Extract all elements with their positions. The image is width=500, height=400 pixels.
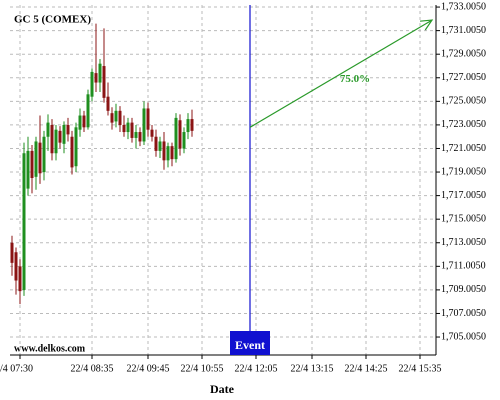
y-tick-label: 1,725.0050 [441, 96, 486, 107]
candle-body [146, 108, 150, 130]
candle-body [74, 127, 78, 167]
candle-body [22, 153, 26, 290]
projection-arrow [249, 19, 433, 128]
y-tick-label: 1,713.0050 [441, 237, 486, 248]
candle-body [118, 110, 122, 125]
y-tick-label: 1,729.0050 [441, 48, 486, 59]
candle-body [190, 119, 194, 131]
candle-body [58, 130, 62, 143]
candle-body [82, 115, 86, 128]
candle-body [38, 142, 42, 174]
x-tick-label: 22/4 12:05 [234, 363, 277, 374]
candle-body [158, 141, 162, 151]
candle-body [134, 132, 138, 138]
candle-body [78, 115, 82, 130]
x-tick-label: 22/4 08:35 [70, 363, 113, 374]
candle-body [166, 146, 170, 161]
plot-area [10, 5, 436, 355]
candle-body [162, 141, 166, 161]
y-tick-label: 1,731.0050 [441, 25, 486, 36]
candle-body [178, 120, 182, 149]
candle-body [110, 113, 114, 123]
x-tick-label: 22/4 15:35 [398, 363, 441, 374]
arrow-head [419, 19, 434, 31]
candle-body [34, 141, 38, 177]
candle-body [10, 242, 14, 263]
chart-title: GC 5 (COMEX) [14, 14, 91, 26]
y-tick-label: 1,723.0050 [441, 119, 486, 130]
y-tick-label: 1,721.0050 [441, 143, 486, 154]
candle-body [42, 136, 46, 173]
candle-body [174, 117, 178, 160]
candle-body [66, 124, 70, 135]
x-tick-label: /4 07:30 [0, 363, 33, 374]
candle-body [26, 150, 30, 189]
candle-body [114, 110, 118, 122]
candle-body [86, 94, 90, 128]
candle-body [154, 136, 158, 151]
candle-body [98, 63, 102, 83]
candle-body [150, 129, 154, 137]
x-tick-label: 22/4 13:15 [290, 363, 333, 374]
x-axis-title: Date [210, 382, 235, 396]
candle-body [138, 132, 142, 142]
y-tick-label: 1,727.0050 [441, 72, 486, 83]
y-tick-label: 1,733.0050 [441, 1, 486, 12]
candle-body [122, 124, 126, 133]
x-tick-label: 22/4 14:25 [344, 363, 387, 374]
candle-body [54, 129, 58, 154]
candle-body [126, 122, 130, 133]
projection-label: 75.0% [340, 73, 370, 85]
y-tick-label: 1,707.0050 [441, 308, 486, 319]
y-tick-label: 1,711.0050 [441, 261, 486, 272]
y-tick-label: 1,715.0050 [441, 213, 486, 224]
candle-body [70, 136, 74, 168]
candle-body [30, 150, 34, 178]
candle-body [18, 266, 22, 292]
event-label: Event [235, 338, 265, 352]
candle-body [102, 66, 106, 98]
candle-body [90, 71, 94, 97]
candle-body [106, 96, 110, 111]
candle-body [14, 252, 18, 281]
event-box [230, 331, 270, 355]
candle-body [62, 124, 66, 144]
candle-body [94, 73, 98, 83]
watermark: www.delkos.com [14, 343, 86, 354]
y-tick-label: 1,709.0050 [441, 284, 486, 295]
candle-body [130, 122, 134, 138]
y-tick-label: 1,719.0050 [441, 166, 486, 177]
y-tick-label: 1,705.0050 [441, 331, 486, 342]
candle-body [170, 146, 174, 160]
x-tick-label: 22/4 10:55 [180, 363, 223, 374]
candle-body [50, 124, 54, 154]
y-tick-label: 1,717.0050 [441, 190, 486, 201]
candle-body [182, 132, 186, 149]
candle-body [186, 119, 190, 133]
candle-body [46, 122, 50, 137]
candle-body [142, 108, 146, 142]
x-tick-label: 22/4 09:45 [126, 363, 169, 374]
